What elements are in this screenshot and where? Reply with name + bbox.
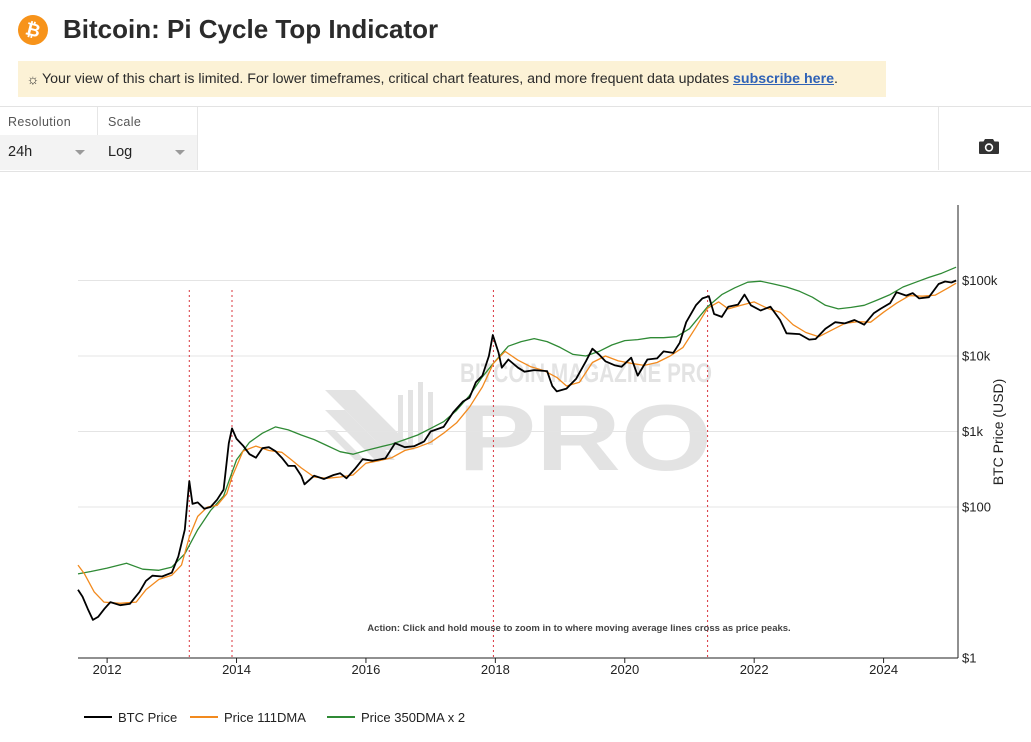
x-tick-label: 2014 bbox=[222, 662, 251, 677]
watermark-pro: PRO bbox=[458, 385, 712, 490]
limited-view-notice: ☼ Your view of this chart is limited. Fo… bbox=[18, 61, 886, 97]
scale-value: Log bbox=[108, 144, 133, 160]
chevron-down-icon bbox=[175, 150, 185, 155]
y-tick-label: $100k bbox=[962, 273, 998, 288]
legend-label-btc-price: BTC Price bbox=[118, 710, 177, 725]
y-gridlines bbox=[78, 280, 958, 508]
header: ₿ Bitcoin: Pi Cycle Top Indicator bbox=[14, 11, 439, 48]
scale-label: Scale bbox=[108, 115, 142, 129]
y-axis-tick-labels: $100k $10k $1k $100 $1 bbox=[962, 273, 998, 666]
btc-price-line bbox=[77, 279, 957, 621]
resolution-label: Resolution bbox=[8, 115, 72, 129]
resolution-value: 24h bbox=[8, 144, 33, 160]
legend-label-price-111dma: Price 111DMA bbox=[224, 710, 306, 725]
series-lines bbox=[77, 266, 957, 621]
legend-label-price-350dma-x-2: Price 350DMA x 2 bbox=[361, 710, 465, 725]
x-tick-label: 2022 bbox=[740, 662, 769, 677]
resolution-select[interactable]: 24h bbox=[0, 135, 97, 170]
chevron-down-icon bbox=[75, 150, 85, 155]
y-axis-title: BTC Price (USD) bbox=[990, 379, 1006, 486]
scale-select[interactable]: Log bbox=[97, 135, 197, 170]
price-350dma-x-2-line bbox=[77, 266, 957, 575]
chart-legend: BTC Price Price 111DMA Price 350DMA x 2 bbox=[84, 710, 465, 725]
chart-annotation: Action: Click and hold mouse to zoom in … bbox=[367, 623, 790, 634]
x-tick-label: 2020 bbox=[610, 662, 639, 677]
y-tick-label: $100 bbox=[962, 500, 991, 515]
notice-text: Your view of this chart is limited. For … bbox=[42, 71, 730, 87]
watermark: BITCOIN MAGAZINE PRO PRO bbox=[325, 358, 712, 490]
x-tick-label: 2016 bbox=[351, 662, 380, 677]
subscribe-link[interactable]: subscribe here bbox=[733, 71, 834, 87]
screenshot-box bbox=[938, 107, 1031, 170]
x-tick-label: 2012 bbox=[93, 662, 122, 677]
page-title: Bitcoin: Pi Cycle Top Indicator bbox=[63, 14, 439, 44]
sun-icon: ☼ bbox=[26, 71, 40, 87]
chart-controls: Resolution 24h Scale Log bbox=[0, 106, 1031, 172]
y-tick-label: $1 bbox=[962, 651, 976, 666]
x-axis-tick-labels: 2012 2014 2016 2018 2020 2022 2024 bbox=[93, 658, 898, 677]
y-tick-label: $10k bbox=[962, 349, 991, 364]
cross-event-markers bbox=[188, 290, 709, 658]
resolution-control: Resolution 24h bbox=[0, 107, 98, 170]
scale-control: Scale Log bbox=[97, 107, 198, 170]
pi-cycle-chart[interactable]: BITCOIN MAGAZINE PRO PRO $100k$10k$1k$10… bbox=[0, 170, 1031, 742]
x-tick-label: 2018 bbox=[481, 662, 510, 677]
x-tick-label: 2024 bbox=[869, 662, 898, 677]
notice-suffix: . bbox=[833, 71, 838, 87]
camera-icon[interactable] bbox=[979, 138, 999, 154]
y-tick-label: $1k bbox=[962, 424, 983, 439]
bitcoin-logo-icon: ₿ bbox=[14, 11, 52, 48]
